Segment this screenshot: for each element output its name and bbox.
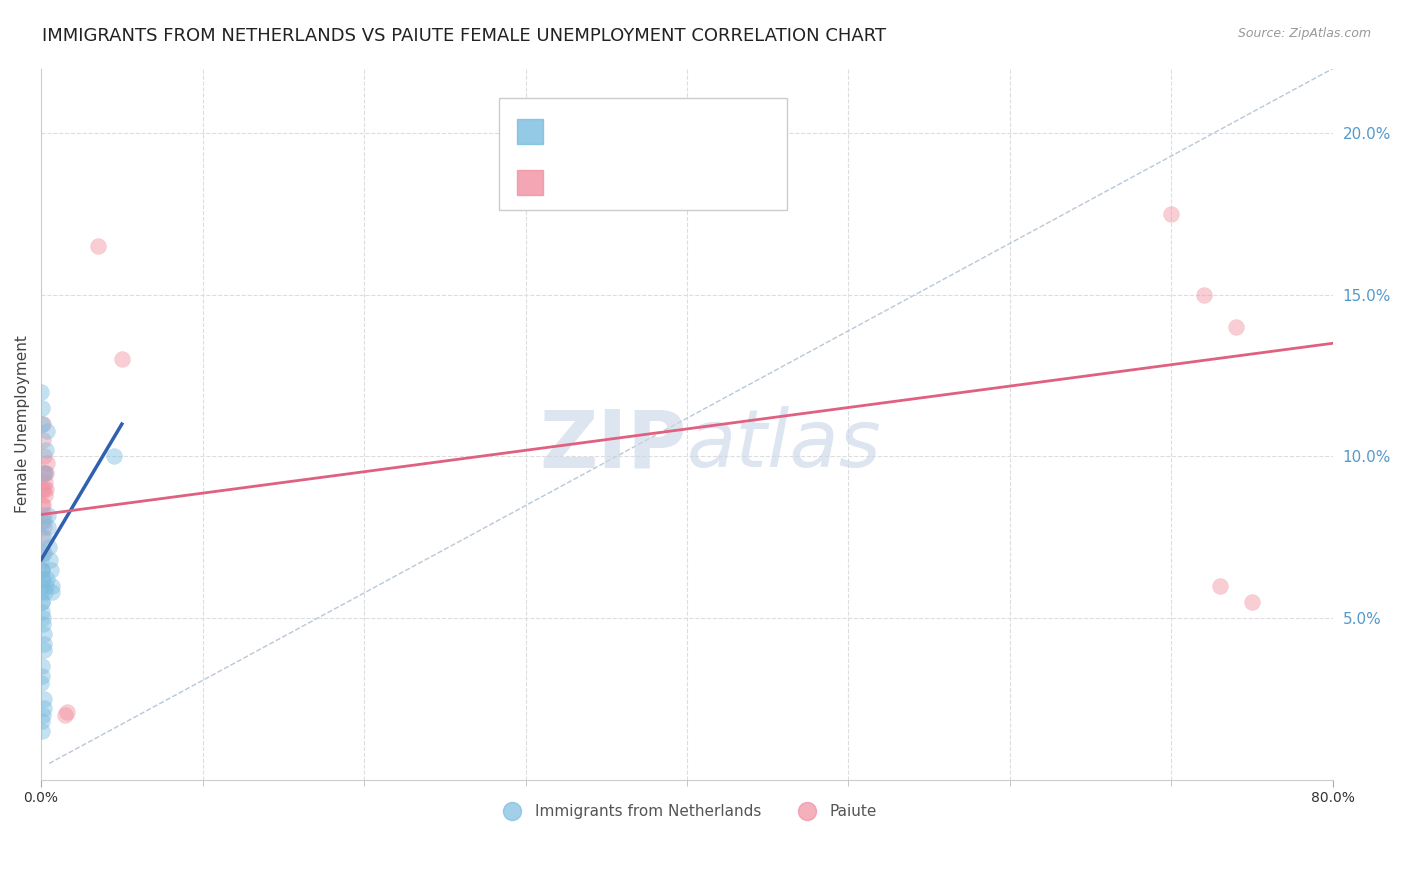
Point bbox=[34, 585, 56, 599]
Point bbox=[41, 579, 63, 593]
Point bbox=[31, 724, 53, 739]
Point bbox=[35, 466, 58, 480]
Text: IMMIGRANTS FROM NETHERLANDS VS PAIUTE FEMALE UNEMPLOYMENT CORRELATION CHART: IMMIGRANTS FROM NETHERLANDS VS PAIUTE FE… bbox=[42, 27, 886, 45]
Point bbox=[32, 520, 55, 534]
Point bbox=[31, 401, 53, 415]
Text: N =: N = bbox=[650, 174, 686, 192]
Point bbox=[41, 585, 63, 599]
Point bbox=[32, 530, 55, 544]
Point bbox=[32, 466, 55, 480]
Point bbox=[31, 417, 53, 431]
Point bbox=[1160, 207, 1182, 221]
Point bbox=[39, 562, 62, 576]
Point bbox=[30, 675, 52, 690]
Point bbox=[35, 442, 58, 457]
Text: Source: ZipAtlas.com: Source: ZipAtlas.com bbox=[1237, 27, 1371, 40]
Point bbox=[30, 384, 52, 399]
Point bbox=[37, 520, 59, 534]
Point bbox=[31, 562, 53, 576]
Point bbox=[34, 488, 56, 502]
Point bbox=[37, 508, 59, 522]
Point bbox=[31, 498, 53, 512]
Point bbox=[38, 540, 60, 554]
Point bbox=[56, 705, 79, 719]
Point bbox=[31, 659, 53, 673]
Point bbox=[1225, 320, 1247, 334]
Point bbox=[35, 424, 58, 438]
Point bbox=[39, 553, 62, 567]
Point bbox=[32, 498, 55, 512]
Text: 0.426: 0.426 bbox=[592, 122, 644, 140]
Text: 30: 30 bbox=[688, 174, 710, 192]
Point bbox=[32, 637, 55, 651]
Point bbox=[31, 562, 53, 576]
Point bbox=[31, 530, 53, 544]
Point bbox=[31, 579, 53, 593]
Point bbox=[35, 482, 58, 496]
Point bbox=[31, 434, 53, 448]
Point bbox=[35, 579, 58, 593]
Point bbox=[34, 514, 56, 528]
Point bbox=[31, 708, 53, 723]
Text: N =: N = bbox=[650, 122, 686, 140]
Point bbox=[31, 605, 53, 619]
Point bbox=[30, 553, 52, 567]
Point bbox=[32, 450, 55, 464]
Point bbox=[31, 572, 53, 586]
Point bbox=[31, 572, 53, 586]
Legend: Immigrants from Netherlands, Paiute: Immigrants from Netherlands, Paiute bbox=[491, 798, 883, 825]
Point bbox=[31, 562, 53, 576]
Point bbox=[103, 450, 125, 464]
Point bbox=[53, 708, 76, 723]
Point bbox=[35, 456, 58, 470]
Point bbox=[30, 585, 52, 599]
Point bbox=[32, 617, 55, 632]
Point bbox=[31, 595, 53, 609]
Text: ZIP: ZIP bbox=[540, 407, 688, 484]
Point bbox=[1192, 287, 1215, 301]
Point bbox=[32, 546, 55, 560]
Point bbox=[32, 417, 55, 431]
Point bbox=[31, 669, 53, 683]
Point bbox=[1209, 579, 1232, 593]
Point bbox=[31, 714, 53, 729]
Point bbox=[34, 475, 56, 490]
Text: R =: R = bbox=[553, 122, 589, 140]
Point bbox=[32, 701, 55, 715]
Point bbox=[31, 611, 53, 625]
Text: atlas: atlas bbox=[688, 407, 882, 484]
Point bbox=[34, 466, 56, 480]
Point bbox=[32, 691, 55, 706]
Text: R =: R = bbox=[553, 174, 589, 192]
Point bbox=[32, 627, 55, 641]
Point bbox=[34, 482, 56, 496]
Point bbox=[31, 482, 53, 496]
Point bbox=[34, 466, 56, 480]
Point bbox=[31, 595, 53, 609]
Point bbox=[1241, 595, 1264, 609]
Point bbox=[31, 514, 53, 528]
Point bbox=[35, 572, 58, 586]
Point bbox=[111, 352, 134, 367]
Point bbox=[86, 239, 108, 253]
Y-axis label: Female Unemployment: Female Unemployment bbox=[15, 335, 30, 513]
Point bbox=[34, 643, 56, 657]
Point bbox=[32, 508, 55, 522]
Point bbox=[31, 546, 53, 560]
Text: 0.448: 0.448 bbox=[592, 174, 644, 192]
Text: 32: 32 bbox=[688, 122, 711, 140]
